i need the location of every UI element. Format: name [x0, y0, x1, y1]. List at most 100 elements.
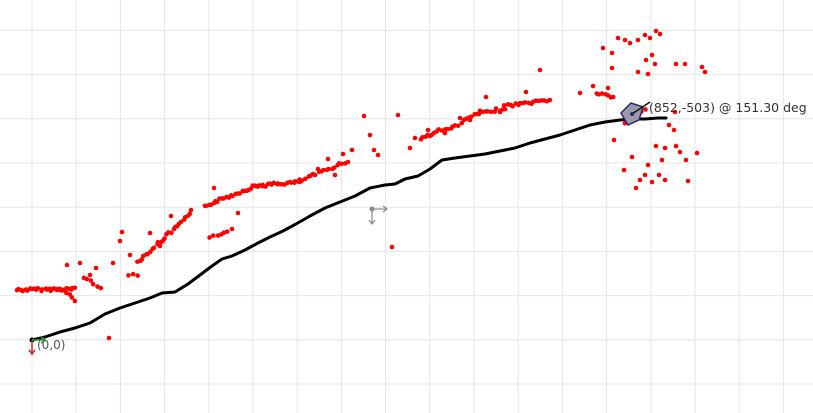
scan-point: [666, 122, 672, 128]
scan-point: [510, 103, 515, 109]
scan-point: [642, 172, 648, 178]
robot-trajectory: [30, 116, 668, 342]
scan-point: [647, 35, 653, 41]
scan-point: [522, 100, 528, 105]
scan-point: [237, 191, 242, 196]
scan-point: [130, 271, 136, 277]
scan-point: [139, 257, 144, 262]
scan-point: [235, 210, 241, 216]
scan-point: [155, 239, 161, 245]
scan-point: [93, 265, 99, 271]
scan-point: [84, 276, 90, 282]
scan-point: [349, 147, 355, 153]
scan-point: [547, 97, 553, 103]
scan-point: [694, 150, 700, 156]
scan-point: [656, 172, 662, 178]
scan-point: [662, 177, 668, 183]
scan-point: [445, 126, 450, 132]
scan-point: [229, 226, 235, 232]
scan-point: [168, 213, 174, 219]
scan-point: [671, 127, 677, 133]
scan-point: [643, 57, 649, 63]
scan-point: [600, 45, 606, 51]
scan-point: [605, 85, 611, 91]
scan-point: [485, 109, 490, 114]
scan-point: [119, 229, 125, 235]
scan-point: [339, 161, 344, 167]
scan-point: [127, 252, 133, 258]
scan-point: [673, 143, 679, 149]
scan-point: [326, 166, 331, 172]
scan-point: [207, 235, 212, 240]
scan-point: [98, 285, 104, 291]
origin-label: (0,0): [37, 338, 66, 352]
scan-point: [135, 273, 140, 278]
scan-point: [302, 176, 308, 182]
scan-point: [610, 94, 616, 100]
scan-point: [682, 61, 688, 67]
scan-point: [577, 90, 583, 96]
scan-point: [69, 295, 75, 300]
scan-point: [151, 245, 157, 251]
scan-point: [64, 262, 70, 268]
scan-point: [637, 177, 643, 183]
scan-point: [611, 137, 617, 143]
scan-point: [59, 287, 65, 293]
scan-point: [537, 67, 543, 73]
scan-point: [367, 132, 373, 138]
scan-point: [599, 91, 605, 96]
scan-point: [147, 230, 153, 236]
scan-point: [653, 28, 659, 34]
scan-point: [457, 115, 463, 121]
scan-point: [621, 167, 627, 173]
scan-point: [395, 112, 401, 118]
scan-point: [609, 50, 615, 56]
scan-point: [312, 172, 318, 178]
scan-point: [375, 152, 381, 158]
scan-point: [502, 106, 508, 112]
scan-point: [110, 260, 116, 266]
scan-point: [214, 199, 220, 205]
scan-point: [361, 113, 367, 119]
scan-point: [662, 145, 668, 151]
scan-point: [315, 166, 321, 172]
scan-point: [643, 107, 648, 112]
scan-point: [87, 272, 93, 278]
scan-point: [629, 154, 635, 160]
scan-point: [683, 157, 689, 163]
scan-point: [35, 285, 41, 291]
scan-point: [106, 335, 112, 341]
scan-point: [523, 89, 529, 95]
scan-point: [488, 109, 494, 115]
scan-point: [210, 233, 216, 238]
origin-axes-icon: [28, 336, 47, 356]
scan-point: [455, 123, 461, 129]
scan-point: [702, 69, 708, 75]
reference-axes-icon: [368, 205, 388, 225]
scan-point: [627, 40, 633, 46]
scan-point: [157, 243, 163, 249]
scan-point: [64, 290, 69, 296]
scan-point: [72, 285, 78, 291]
scan-point: [88, 278, 94, 283]
scan-point: [331, 165, 337, 171]
scan-point: [325, 156, 331, 162]
scan-point: [649, 179, 655, 185]
scan-point: [483, 94, 489, 100]
scan-point: [642, 32, 648, 38]
scan-point: [699, 64, 705, 70]
scan-point: [340, 151, 346, 157]
scan-point: [645, 162, 651, 168]
scan-point: [299, 178, 305, 183]
scan-point: [224, 229, 230, 234]
scan-point: [633, 185, 639, 191]
scan-point: [169, 230, 174, 236]
scan-point: [162, 236, 167, 241]
robot-pose-icon: [620, 101, 651, 126]
scan-point: [635, 69, 641, 75]
scan-point: [187, 211, 193, 217]
scan-point: [659, 157, 665, 163]
